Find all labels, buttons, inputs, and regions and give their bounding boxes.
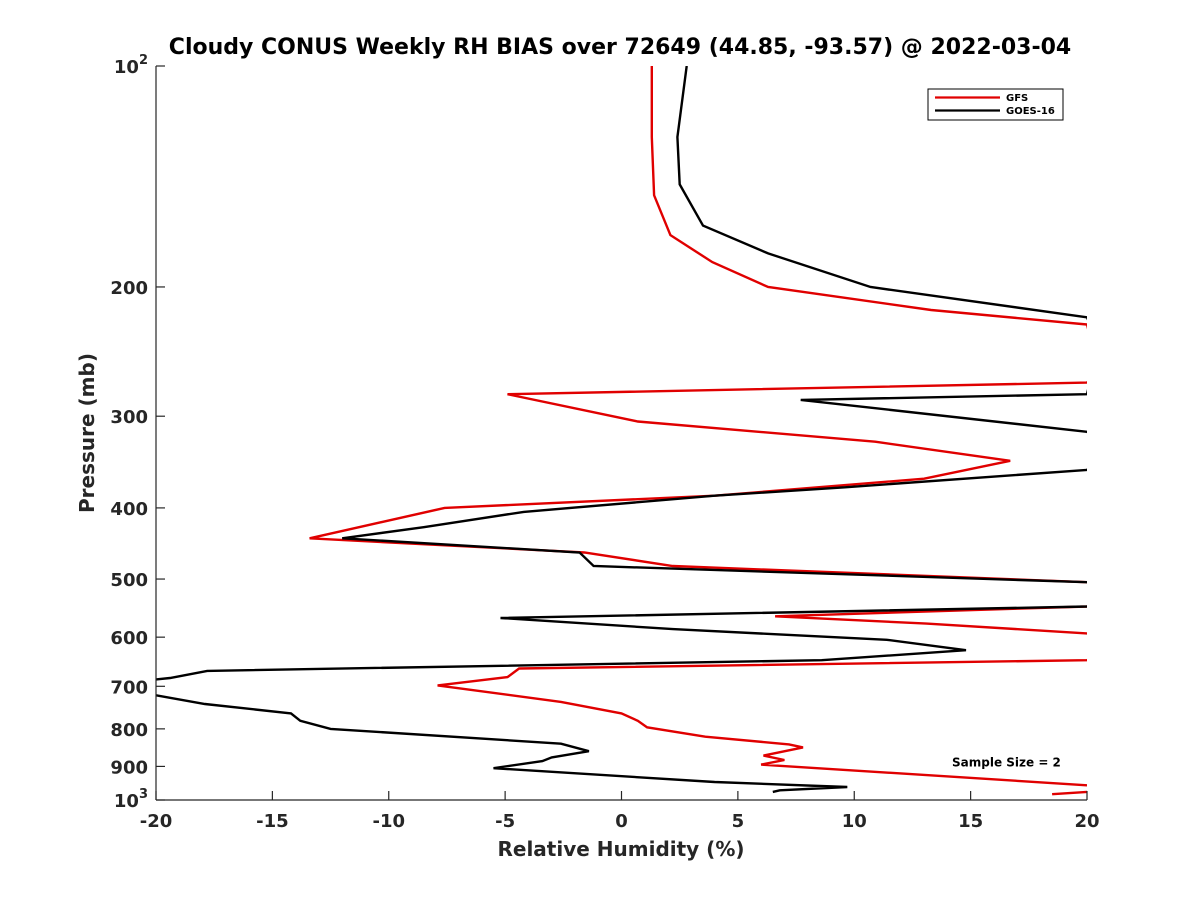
chart-title: Cloudy CONUS Weekly RH BIAS over 72649 (… <box>169 35 1071 60</box>
y-tick-label: 200 <box>110 278 148 299</box>
series-line-gfs <box>309 66 1087 787</box>
ticks-layer: -20 -15 -10 -5 0 5 10 15 20102200300400500600700… <box>110 53 1099 832</box>
series-line-goes16 <box>156 66 1087 794</box>
y-tick-label: 700 <box>110 677 148 698</box>
x-axis-label: Relative Humidity (%) <box>497 837 744 861</box>
x-tick-label: 15 <box>958 811 983 832</box>
x-tick-label: -15 <box>256 811 289 832</box>
y-tick-label: 500 <box>110 570 148 591</box>
x-tick-label: 10 <box>842 811 867 832</box>
legend: GFS GOES-16 <box>927 88 1064 121</box>
x-tick-label: -5 <box>495 811 515 832</box>
series-layer <box>156 66 1087 796</box>
y-tick-label: 900 <box>110 757 148 778</box>
x-tick-label: 0 <box>615 811 628 832</box>
y-axis-label: Pressure (mb) <box>75 353 99 513</box>
legend-box <box>927 88 1064 121</box>
x-tick-label: -10 <box>372 811 405 832</box>
legend-label-gfs: GFS <box>1006 93 1028 104</box>
legend-label-goes16: GOES-16 <box>1006 106 1055 117</box>
y-tick-label: 103 <box>114 787 148 812</box>
y-tick-label: 800 <box>110 720 148 741</box>
y-tick-label: 300 <box>110 407 148 428</box>
y-tick-label: 600 <box>110 628 148 649</box>
y-tick-label: 400 <box>110 499 148 520</box>
x-tick-label: 20 <box>1074 811 1099 832</box>
series-line-gfs-tail <box>1052 790 1087 796</box>
sample-size-annotation: Sample Size = 2 <box>952 755 1061 769</box>
x-tick-label: -20 <box>140 811 173 832</box>
x-tick-label: 5 <box>732 811 745 832</box>
